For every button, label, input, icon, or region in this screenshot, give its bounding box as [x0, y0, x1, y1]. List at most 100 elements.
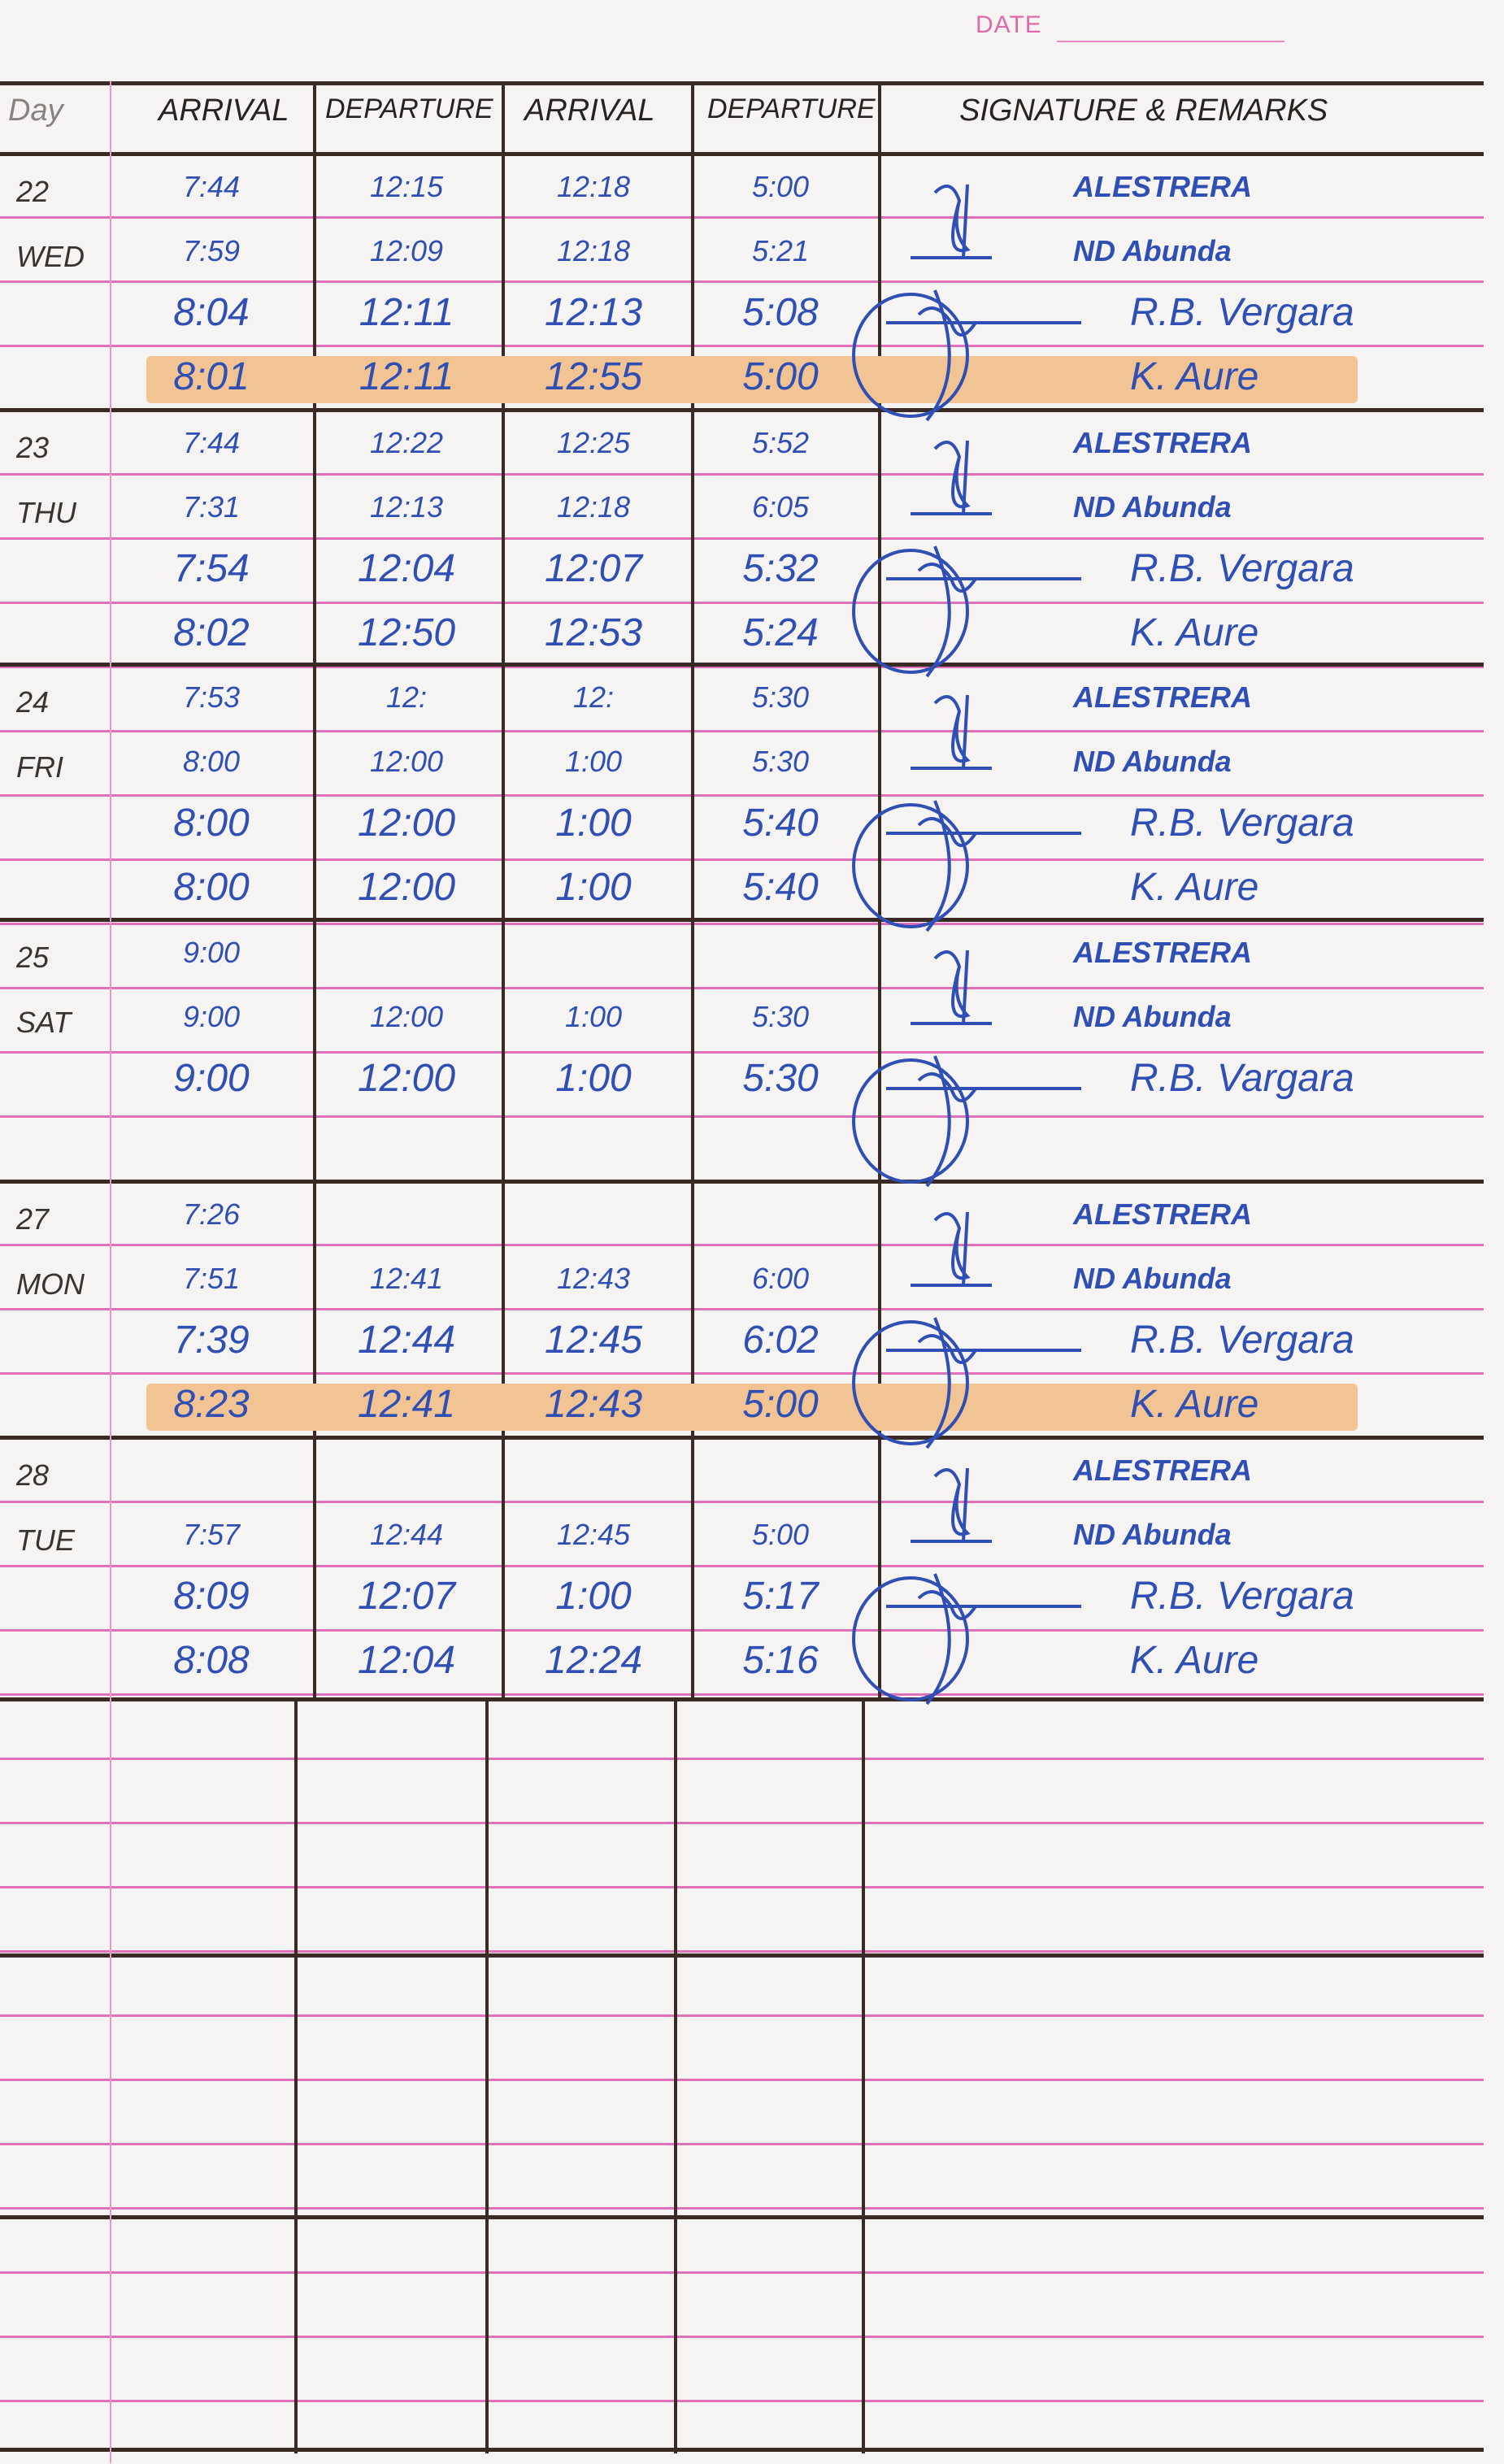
- arrival-am-time: 8:08: [173, 1639, 250, 1682]
- column-divider: [878, 81, 881, 1699]
- arrival-pm-time: 12:25: [556, 426, 631, 459]
- arrival-am-time: 7:44: [182, 426, 241, 459]
- ruled-line: [0, 537, 1484, 540]
- arrival-am-time: 7:31: [182, 490, 241, 524]
- column-divider: [674, 1697, 677, 2453]
- departure-am-time: 12:44: [369, 1518, 444, 1551]
- departure-am-time: 12:22: [369, 426, 444, 459]
- signatory-name: K. Aure: [1130, 1639, 1259, 1682]
- day-weekday: SAT: [16, 1006, 72, 1039]
- margin-line: [110, 81, 111, 2463]
- departure-am-time: 12:09: [369, 234, 444, 267]
- departure-pm-time: 6:05: [751, 490, 810, 524]
- arrival-pm-time: 12:18: [556, 490, 631, 524]
- signature-scribble: [852, 1211, 1081, 1449]
- ruled-line: [0, 1693, 1484, 1696]
- block-divider: [0, 918, 1484, 922]
- signatory-name: K. Aure: [1130, 866, 1259, 909]
- block-divider: [0, 663, 1484, 667]
- departure-am-time: 12:00: [357, 802, 456, 845]
- signature-scribble: [852, 184, 1081, 422]
- ruled-line: [0, 794, 1484, 797]
- header-departure-pm: DEPARTURE: [707, 93, 876, 124]
- signatory-name: K. Aure: [1130, 611, 1259, 654]
- ruled-line: [0, 858, 1484, 861]
- arrival-pm-time: 1:00: [555, 1575, 632, 1618]
- signatory-name: ALESTRERA: [1073, 426, 1253, 459]
- column-divider: [313, 81, 316, 1699]
- ruled-line: [0, 923, 1484, 925]
- signatory-name: R.B. Vergara: [1130, 547, 1354, 590]
- departure-am-time: 12:00: [369, 745, 444, 778]
- arrival-am-time: 8:00: [173, 866, 250, 909]
- departure-pm-time: 5:00: [742, 355, 819, 398]
- signature-scribble: [852, 694, 1081, 932]
- departure-pm-time: 5:40: [742, 866, 819, 909]
- ruled-line: [0, 2079, 1484, 2081]
- signatory-name: K. Aure: [1130, 355, 1259, 398]
- ruled-line: [0, 2271, 1484, 2274]
- signatory-name: R.B. Vergara: [1130, 802, 1354, 845]
- departure-pm-time: 5:08: [742, 291, 819, 334]
- column-divider: [691, 81, 694, 1699]
- ruled-line: [0, 2400, 1484, 2402]
- signature-scribble: [852, 440, 1081, 678]
- block-divider: [0, 1180, 1484, 1184]
- ruled-line: [0, 345, 1484, 347]
- arrival-pm-time: 12:18: [556, 170, 631, 203]
- signatory-name: ALESTRERA: [1073, 936, 1253, 969]
- signatory-name: ALESTRERA: [1073, 1454, 1253, 1487]
- ruled-line: [0, 1629, 1484, 1632]
- departure-pm-time: 5:00: [751, 170, 810, 203]
- arrival-pm-time: 12:43: [556, 1262, 631, 1295]
- arrival-pm-time: 12:45: [556, 1518, 631, 1551]
- header-departure-am: DEPARTURE: [325, 93, 493, 124]
- arrival-am-time: 9:00: [173, 1057, 250, 1100]
- ruled-line: [0, 1372, 1484, 1375]
- header-arrival-am: ARRIVAL: [159, 93, 289, 128]
- signatory-name: K. Aure: [1130, 1383, 1259, 1426]
- signatory-name: ND Abunda: [1073, 1262, 1232, 1295]
- departure-pm-time: 5:30: [751, 1000, 810, 1033]
- departure-pm-time: 5:30: [742, 1057, 819, 1100]
- row-highlight: [146, 356, 1358, 403]
- departure-pm-time: 6:02: [742, 1319, 819, 1362]
- date-line: [1057, 41, 1284, 42]
- block-divider: [0, 81, 1484, 85]
- departure-pm-time: 6:00: [751, 1262, 810, 1295]
- signature-scribble: [852, 950, 1081, 1188]
- day-date: 24: [16, 685, 50, 719]
- ruled-line: [0, 1822, 1484, 1824]
- departure-am-time: 12:11: [359, 291, 454, 334]
- departure-pm-time: 5:21: [751, 234, 810, 267]
- signatory-name: R.B. Vergara: [1130, 291, 1354, 334]
- ruled-line: [0, 2143, 1484, 2145]
- signatory-name: ALESTRERA: [1073, 170, 1253, 203]
- departure-pm-time: 5:40: [742, 802, 819, 845]
- header-signature-remarks: SIGNATURE & REMARKS: [959, 93, 1328, 128]
- ruled-line: [0, 1758, 1484, 1760]
- block-divider: [0, 2448, 1484, 2452]
- departure-pm-time: 5:30: [751, 745, 810, 778]
- arrival-am-time: 8:00: [182, 745, 241, 778]
- signatory-name: ND Abunda: [1073, 1518, 1232, 1551]
- arrival-pm-time: 12:45: [544, 1319, 643, 1362]
- departure-am-time: 12:50: [357, 611, 456, 654]
- day-weekday: WED: [16, 240, 85, 273]
- signatory-name: ND Abunda: [1073, 745, 1232, 778]
- arrival-pm-time: 1:00: [564, 745, 623, 778]
- arrival-am-time: 7:54: [173, 547, 250, 590]
- arrival-am-time: 8:09: [173, 1575, 250, 1618]
- departure-am-time: 12:13: [369, 490, 444, 524]
- departure-am-time: 12:11: [359, 355, 454, 398]
- day-date: 22: [16, 175, 50, 208]
- day-weekday: MON: [16, 1267, 85, 1301]
- ruled-line: [0, 280, 1484, 283]
- arrival-pm-time: 12:18: [556, 234, 631, 267]
- departure-am-time: 12:: [385, 680, 428, 714]
- day-weekday: FRI: [16, 750, 63, 784]
- ruled-line: [0, 1115, 1484, 1118]
- block-divider: [0, 408, 1484, 412]
- arrival-am-time: 7:26: [182, 1197, 241, 1231]
